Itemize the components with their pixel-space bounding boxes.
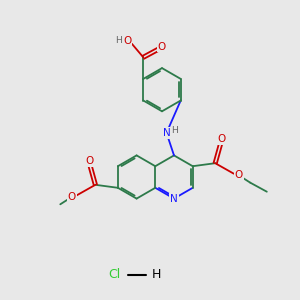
Text: H: H [151, 268, 161, 281]
Text: H: H [172, 126, 178, 135]
Text: O: O [85, 156, 94, 166]
Text: O: O [235, 170, 243, 180]
Text: Cl: Cl [108, 268, 120, 281]
Text: O: O [123, 36, 131, 46]
Text: N: N [170, 194, 178, 204]
Text: H: H [115, 36, 122, 45]
Text: O: O [217, 134, 225, 144]
Text: N: N [163, 128, 170, 138]
Text: O: O [158, 41, 166, 52]
Text: O: O [68, 192, 76, 202]
